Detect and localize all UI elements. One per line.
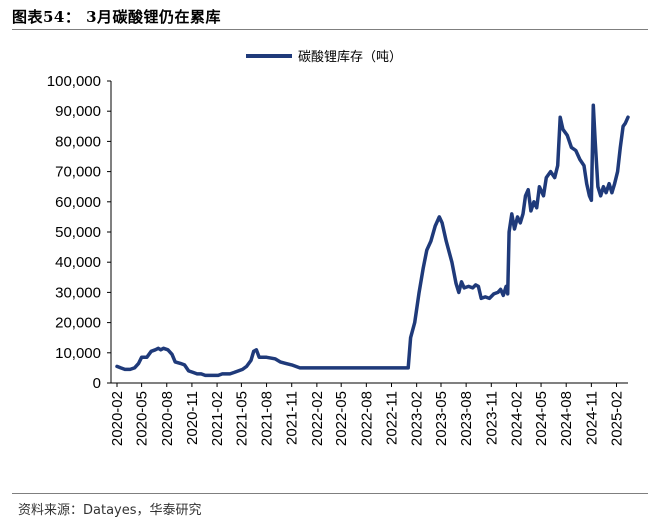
title-divider: [12, 29, 648, 30]
y-tick-label: 60,000: [55, 194, 101, 211]
x-tick-label: 2024-02: [508, 391, 525, 446]
x-tick-label: 2022-11: [384, 391, 401, 445]
inventory-series-line: [115, 103, 630, 378]
x-tick-label: 2020-05: [134, 391, 151, 446]
y-tick-label: 50,000: [55, 224, 101, 241]
x-tick-label: 2024-05: [533, 391, 550, 446]
figure-title: 图表54： 3月碳酸锂仍在累库: [12, 8, 222, 26]
x-tick-label: 2024-11: [583, 391, 600, 445]
x-tick-label: 2020-08: [159, 391, 176, 446]
source-note: 资料来源：Datayes，华泰研究: [18, 503, 202, 518]
y-tick-label: 100,000: [47, 73, 101, 90]
x-tick-label: 2021-11: [284, 391, 301, 445]
x-tick-label: 2020-11: [184, 391, 201, 445]
legend-label: 碳酸锂库存（吨）: [298, 49, 402, 65]
y-axis: 0 10,000 20,000 30,000 40,000 50,000 60,000 70,…: [47, 73, 112, 392]
y-tick-label: 70,000: [55, 164, 101, 181]
x-tick-label: 2023-02: [409, 391, 426, 446]
x-tick-label: 2025-02: [609, 391, 626, 446]
y-tick-label: 90,000: [55, 103, 101, 120]
x-tick-label: 2022-05: [333, 391, 350, 446]
x-tick-label: 2020-02: [109, 391, 126, 446]
y-tick-label: 30,000: [55, 284, 101, 301]
x-tick-label: 2022-08: [358, 391, 375, 446]
y-tick-label: 10,000: [55, 345, 101, 362]
x-tick-label: 2023-11: [483, 391, 500, 445]
y-tick-label: 0: [93, 375, 101, 392]
y-tick-label: 80,000: [55, 133, 101, 150]
source-divider: [12, 493, 648, 494]
x-tick-label: 2023-08: [458, 391, 475, 446]
x-axis: 2020-02 2020-05 2020-08 2020-11 2021-02 2021-…: [109, 382, 628, 446]
x-tick-label: 2021-08: [259, 391, 276, 446]
y-tick-label: 40,000: [55, 254, 101, 271]
x-tick-label: 2021-05: [233, 391, 250, 446]
x-tick-label: 2024-08: [558, 391, 575, 446]
legend: 碳酸锂库存（吨）: [246, 49, 402, 65]
x-tick-label: 2023-05: [433, 391, 450, 446]
y-tick-label: 20,000: [55, 315, 101, 332]
x-tick-label: 2021-02: [209, 391, 226, 446]
x-tick-label: 2022-02: [309, 391, 326, 446]
